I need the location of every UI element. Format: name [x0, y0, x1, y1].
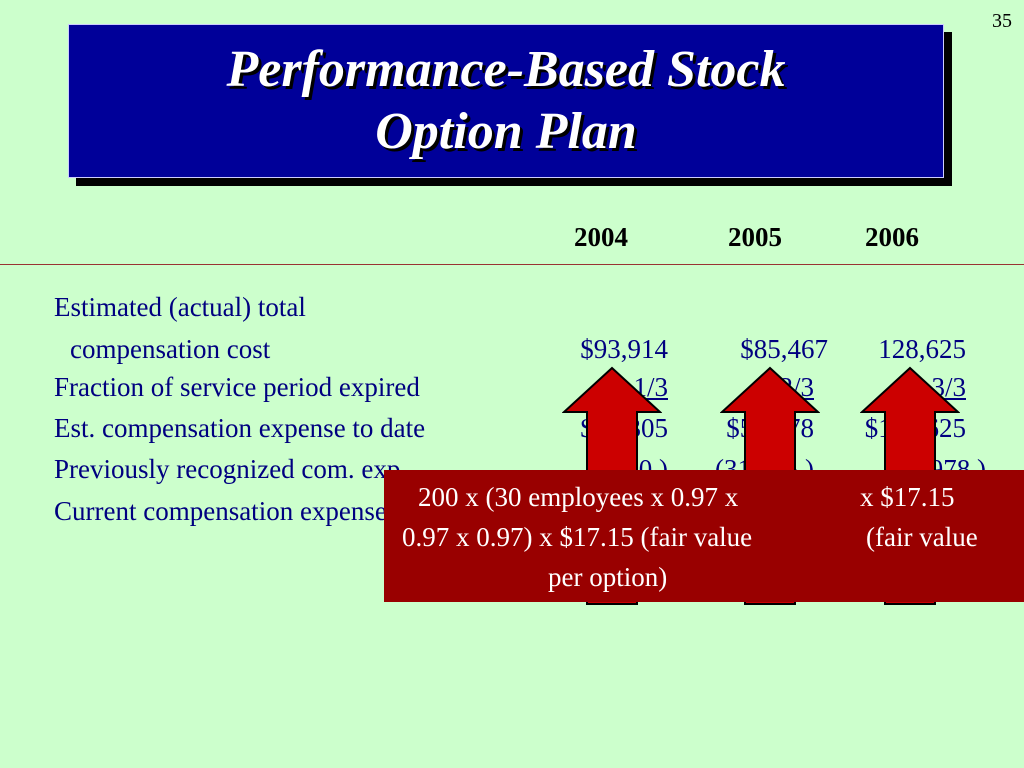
page-number: 35: [992, 10, 1012, 32]
title-line-2: Option Plan: [375, 103, 637, 160]
callout-line-2: 0.97 x 0.97) x $17.15 (fair value: [402, 522, 753, 552]
year-header-2006: 2006: [865, 222, 919, 252]
row-label-current-expense: Current compensation expense: [54, 496, 387, 526]
calculation-callout: 200 x (30 employees x 0.97 x 0.97 x 0.97…: [384, 470, 1024, 602]
callout-line-3: per option): [548, 562, 668, 592]
row-label-previously-recognized: Previously recognized com. exp.: [54, 454, 408, 484]
cell-total-cost-2004: $93,914: [580, 334, 668, 364]
row-label-total-cost-b: compensation cost: [70, 334, 271, 364]
title-line-1: Performance-Based Stock: [226, 41, 786, 98]
header-divider: [0, 264, 1024, 265]
cell-total-cost-2005: $85,467: [740, 334, 828, 364]
callout-right-line-2: (fair value: [866, 522, 978, 552]
slide-title: Performance-Based Stock Option Plan: [227, 39, 786, 163]
year-header-2004: 2004: [574, 222, 628, 252]
row-label-fraction: Fraction of service period expired: [54, 372, 420, 402]
row-label-expense-to-date: Est. compensation expense to date: [54, 413, 426, 443]
cell-total-cost-2006: 128,625: [878, 334, 966, 364]
callout-right-line-1: x $17.15: [860, 482, 955, 512]
callout-line-1: 200 x (30 employees x 0.97 x: [418, 482, 739, 512]
year-header-2005: 2005: [728, 222, 782, 252]
row-label-total-cost-a: Estimated (actual) total: [54, 292, 306, 322]
title-box: Performance-Based Stock Option Plan: [68, 24, 944, 178]
